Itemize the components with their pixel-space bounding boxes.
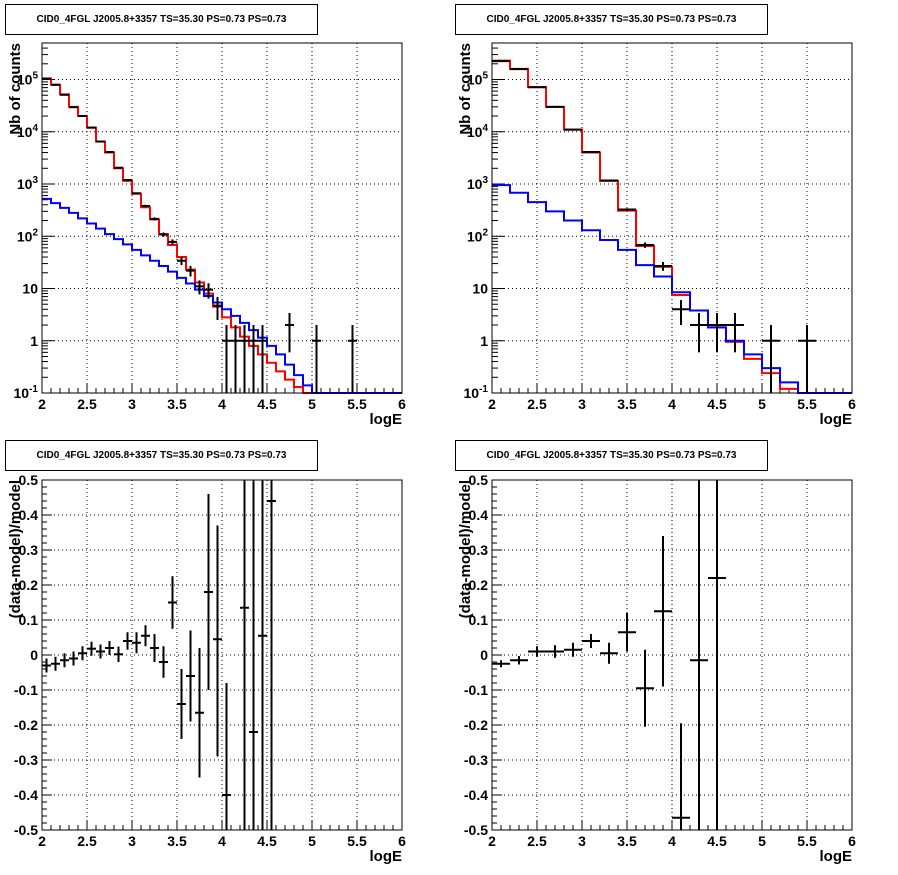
x-tick-label: 5.5 <box>347 833 367 849</box>
x-tick-label: 4.5 <box>707 833 727 849</box>
y-tick-label: -0.4 <box>14 787 38 803</box>
x-tick-label: 2.5 <box>77 396 97 412</box>
x-tick-label: 2 <box>488 396 496 412</box>
plot-bottom-right <box>491 479 853 831</box>
y-tick-label: -0.4 <box>464 787 488 803</box>
y-tick-label: 0.3 <box>469 542 489 558</box>
x-tick-label: 2.5 <box>77 833 97 849</box>
series-line-source-model <box>492 184 852 394</box>
y-tick-label: 102 <box>17 227 39 244</box>
plot-frame <box>41 42 403 394</box>
y-tick-label: 0.3 <box>19 542 39 558</box>
x-tick-label: 5.5 <box>347 396 367 412</box>
x-tick-label: 4.5 <box>257 396 277 412</box>
x-tick-label: 4 <box>668 396 676 412</box>
x-tick-label: 4 <box>218 396 226 412</box>
plot-frame <box>41 479 403 831</box>
x-tick-label: 4 <box>218 833 226 849</box>
plot-frame <box>491 42 853 394</box>
y-tick-label: 103 <box>17 175 39 192</box>
y-tick-label: 0.1 <box>469 612 489 628</box>
x-tick-label: 6 <box>398 833 406 849</box>
x-tick-label: 5 <box>758 833 766 849</box>
x-axis-label: logE <box>370 848 403 865</box>
y-tick-label: 0 <box>30 647 38 663</box>
y-tick-label: 10-1 <box>464 384 489 401</box>
y-tick-label: -0.1 <box>464 682 488 698</box>
y-axis-label: Nb of counts <box>7 43 24 135</box>
y-axis-label: (data-model)/model <box>7 480 24 618</box>
y-tick-label: -0.2 <box>464 717 488 733</box>
y-tick-label: 0.2 <box>469 577 489 593</box>
x-tick-label: 3.5 <box>167 396 187 412</box>
x-tick-label: 2 <box>38 396 46 412</box>
plot-frame <box>491 479 853 831</box>
x-tick-label: 3.5 <box>617 396 637 412</box>
x-tick-label: 6 <box>398 396 406 412</box>
y-tick-label: 105 <box>17 71 39 88</box>
y-tick-label: 103 <box>467 175 489 192</box>
x-tick-label: 2 <box>488 833 496 849</box>
y-tick-label: 0.4 <box>469 507 489 523</box>
series-residuals <box>42 480 276 830</box>
x-tick-label: 3 <box>578 396 586 412</box>
y-tick-label: -0.2 <box>14 717 38 733</box>
series-residuals <box>492 480 726 830</box>
x-tick-label: 5.5 <box>797 833 817 849</box>
y-tick-label: 10-1 <box>14 384 39 401</box>
x-tick-label: 3 <box>578 833 586 849</box>
x-tick-label: 4.5 <box>257 833 277 849</box>
panel-title-top-left: CID0_4FGL J2005.8+3357 TS=35.30 PS=0.73 … <box>5 4 318 35</box>
y-tick-label: 104 <box>17 123 39 140</box>
x-tick-label: 2.5 <box>527 396 547 412</box>
x-tick-label: 5 <box>308 833 316 849</box>
plot-top-left <box>41 42 403 394</box>
y-tick-label: 0.1 <box>19 612 39 628</box>
y-tick-label: 0.2 <box>19 577 39 593</box>
x-tick-label: 4 <box>668 833 676 849</box>
y-tick-label: 10 <box>22 281 38 297</box>
series-data <box>42 77 357 393</box>
y-tick-label: -0.5 <box>14 822 38 838</box>
y-tick-label: 0.5 <box>19 472 39 488</box>
x-tick-label: 2.5 <box>527 833 547 849</box>
x-tick-label: 5 <box>758 396 766 412</box>
x-tick-label: 3.5 <box>167 833 187 849</box>
y-tick-label: 105 <box>467 71 489 88</box>
y-tick-label: 1 <box>30 333 38 349</box>
x-axis-label: logE <box>820 411 853 428</box>
x-tick-label: 5 <box>308 396 316 412</box>
plot-bottom-left <box>41 479 403 831</box>
y-tick-label: 10 <box>472 281 488 297</box>
x-axis-label: logE <box>370 411 403 428</box>
x-tick-label: 4.5 <box>707 396 727 412</box>
panel-title-bottom-left: CID0_4FGL J2005.8+3357 TS=35.30 PS=0.73 … <box>5 440 318 471</box>
y-axis-label: Nb of counts <box>457 43 474 135</box>
y-tick-label: -0.3 <box>464 752 488 768</box>
panel-title-top-right: CID0_4FGL J2005.8+3357 TS=35.30 PS=0.73 … <box>455 4 768 35</box>
y-tick-label: -0.5 <box>464 822 488 838</box>
x-tick-label: 3.5 <box>617 833 637 849</box>
x-tick-label: 6 <box>848 396 856 412</box>
y-tick-label: 0.5 <box>469 472 489 488</box>
x-tick-label: 3 <box>128 833 136 849</box>
y-tick-label: 0 <box>480 647 488 663</box>
y-tick-label: 102 <box>467 227 489 244</box>
x-tick-label: 5.5 <box>797 396 817 412</box>
panel-title-bottom-right: CID0_4FGL J2005.8+3357 TS=35.30 PS=0.73 … <box>455 440 768 471</box>
x-tick-label: 2 <box>38 833 46 849</box>
y-tick-label: 1 <box>480 333 488 349</box>
plot-top-right <box>491 42 853 394</box>
y-tick-label: -0.1 <box>14 682 38 698</box>
x-tick-label: 6 <box>848 833 856 849</box>
y-tick-label: 104 <box>467 123 489 140</box>
series-data <box>492 60 816 393</box>
x-axis-label: logE <box>820 848 853 865</box>
y-tick-label: -0.3 <box>14 752 38 768</box>
y-tick-label: 0.4 <box>19 507 39 523</box>
y-axis-label: (data-model)/model <box>457 480 474 618</box>
x-tick-label: 3 <box>128 396 136 412</box>
